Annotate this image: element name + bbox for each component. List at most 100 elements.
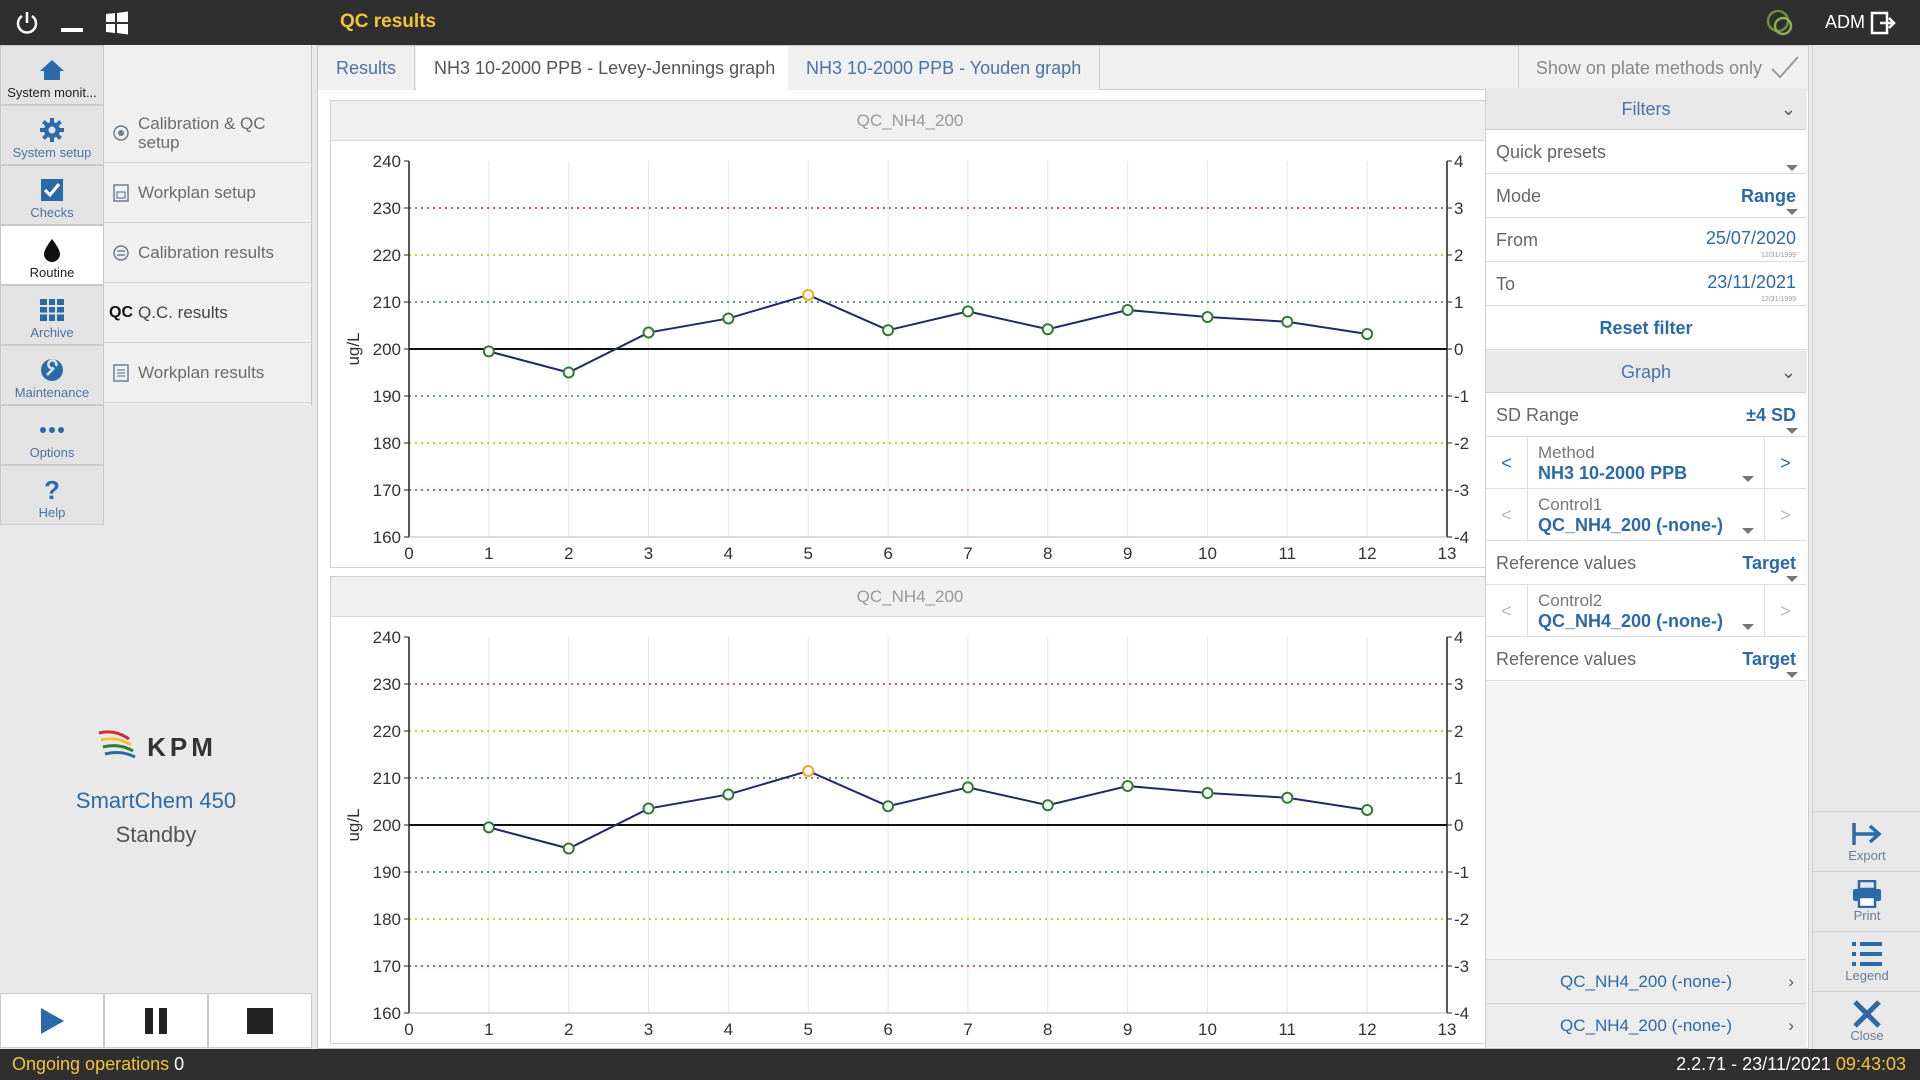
legend-button[interactable]: Legend xyxy=(1813,931,1920,991)
power-icon[interactable] xyxy=(12,8,42,38)
x-tick-label: 11 xyxy=(1278,1020,1296,1039)
date-format-hint: 12/31/1999 xyxy=(1760,252,1796,259)
x-tick-label: 12 xyxy=(1358,544,1377,563)
reference-values-2-select[interactable]: Reference values Target xyxy=(1486,637,1806,681)
filters-header[interactable]: Filters ⌄ xyxy=(1486,88,1806,130)
x-tick-label: 5 xyxy=(803,544,812,563)
sd-range-select[interactable]: SD Range ±4 SD xyxy=(1486,393,1806,437)
windows-icon[interactable] xyxy=(102,8,132,38)
nav-maintenance[interactable]: Maintenance xyxy=(0,345,104,405)
subnav-workplan-results[interactable]: Workplan results xyxy=(104,343,312,403)
sd-tick-label: 1 xyxy=(1454,293,1463,312)
y-tick-label: 180 xyxy=(373,434,401,453)
x-tick-label: 8 xyxy=(1043,544,1052,563)
sd-tick-label: 0 xyxy=(1454,340,1463,359)
chart-plot: 160170180190200210220230240-4-3-2-101234… xyxy=(344,152,1469,563)
legend-row[interactable]: QC_NH4_200 (-none-) › xyxy=(1486,1003,1806,1047)
from-date-field[interactable]: From 25/07/2020 12/31/1999 xyxy=(1486,218,1806,262)
graph-header[interactable]: Graph ⌄ xyxy=(1486,351,1806,393)
sub-navigation: Calibration & QC setup Workplan setup Ca… xyxy=(104,45,312,405)
export-button[interactable]: Export xyxy=(1813,811,1920,871)
data-point xyxy=(1281,791,1294,804)
sd-tick-label: -4 xyxy=(1454,1004,1469,1023)
subnav-calibration-qc-setup[interactable]: Calibration & QC setup xyxy=(104,103,312,163)
x-tick-label: 3 xyxy=(644,1020,653,1039)
y-tick-label: 170 xyxy=(373,481,401,500)
method-prev-button[interactable]: < xyxy=(1486,437,1528,489)
x-tick-label: 9 xyxy=(1123,1020,1132,1039)
control1-value[interactable]: QC_NH4_200 (-none-) xyxy=(1538,515,1724,535)
play-icon xyxy=(41,1007,64,1034)
control2-prev-button[interactable]: < xyxy=(1486,585,1528,637)
instrument-status: KPM SmartChem 450 Standby xyxy=(0,725,312,848)
close-button[interactable]: Close xyxy=(1813,991,1920,1051)
subnav-calibration-results[interactable]: Calibration results xyxy=(104,223,312,283)
dropdown-arrow-icon xyxy=(1786,672,1798,678)
data-point xyxy=(1361,803,1374,816)
subnav-label: Calibration results xyxy=(138,242,275,262)
home-icon xyxy=(39,55,65,85)
y-tick-label: 240 xyxy=(373,628,401,647)
x-tick-label: 10 xyxy=(1198,1020,1217,1039)
ongoing-operations-count: 0 xyxy=(174,1054,185,1074)
reset-filter-button[interactable]: Reset filter xyxy=(1486,306,1806,350)
pause-button[interactable] xyxy=(104,993,208,1048)
nav-routine[interactable]: Routine xyxy=(0,225,104,285)
instrument-name: SmartChem 450 xyxy=(75,788,237,813)
dropdown-arrow-icon xyxy=(1786,576,1798,582)
nav-help[interactable]: ? Help xyxy=(0,465,104,525)
legend-row[interactable]: QC_NH4_200 (-none-) › xyxy=(1486,959,1806,1003)
method-value[interactable]: NH3 10-2000 PPB xyxy=(1538,463,1688,483)
nav-checks[interactable]: Checks xyxy=(0,165,104,225)
minimize-icon[interactable] xyxy=(57,8,87,38)
sd-range-label: SD Range xyxy=(1496,405,1580,425)
nav-archive[interactable]: Archive xyxy=(0,285,104,345)
y-tick-label: 160 xyxy=(373,1004,401,1023)
control2-value[interactable]: QC_NH4_200 (-none-) xyxy=(1538,611,1724,631)
tab-results[interactable]: Results xyxy=(318,46,416,90)
clock-time: 09:43:03 xyxy=(1835,1054,1906,1074)
data-point xyxy=(961,305,974,318)
status-bar: Ongoing operations 0 2.2.71 - 23/11/2021… xyxy=(0,1049,1920,1080)
reference-values-label: Reference values xyxy=(1496,553,1637,573)
mode-select[interactable]: Mode Range xyxy=(1486,174,1806,218)
subnav-qc-results[interactable]: QC Q.C. results xyxy=(104,283,312,343)
play-button[interactable] xyxy=(0,993,104,1048)
data-point xyxy=(1201,787,1214,800)
nav-label: Options xyxy=(29,445,75,460)
control2-next-button[interactable]: > xyxy=(1764,585,1806,637)
logout-icon[interactable] xyxy=(1868,8,1898,38)
method-next-button[interactable]: > xyxy=(1764,437,1806,489)
y-tick-label: 220 xyxy=(373,722,401,741)
reference-values-1-select[interactable]: Reference values Target xyxy=(1486,541,1806,585)
print-icon xyxy=(1853,880,1881,908)
control1-prev-button[interactable]: < xyxy=(1486,489,1528,541)
nav-label: Help xyxy=(38,505,66,520)
data-point xyxy=(1041,799,1054,812)
nav-system-monitor[interactable]: System monit... xyxy=(0,45,104,105)
title-bar: QC results ADM xyxy=(0,0,1920,45)
quick-presets-select[interactable]: Quick presets xyxy=(1486,130,1806,174)
control2-label: Control2 xyxy=(1538,591,1603,610)
subnav-workplan-setup[interactable]: Workplan setup xyxy=(104,163,312,223)
y-tick-label: 170 xyxy=(373,957,401,976)
data-point xyxy=(642,802,655,815)
nav-system-setup[interactable]: System setup xyxy=(0,105,104,165)
show-on-plate-toggle[interactable]: Show on plate methods only xyxy=(1518,46,1808,90)
data-point xyxy=(562,842,575,855)
tab-youden[interactable]: NH3 10-2000 PPB - Youden graph xyxy=(788,46,1101,90)
legend-row-label: QC_NH4_200 (-none-) xyxy=(1560,1016,1732,1035)
dropdown-arrow-icon xyxy=(1786,428,1798,434)
nav-options[interactable]: Options xyxy=(0,405,104,465)
filter-panel: Filters ⌄ Quick presets Mode Range From … xyxy=(1485,88,1807,1048)
stop-button[interactable] xyxy=(208,993,312,1048)
x-tick-label: 3 xyxy=(644,544,653,563)
tab-levey-jennings[interactable]: NH3 10-2000 PPB - Levey-Jennings graph xyxy=(416,46,795,90)
dropdown-arrow-icon xyxy=(1786,209,1798,215)
reference-values-value: Target xyxy=(1742,649,1796,669)
control1-next-button[interactable]: > xyxy=(1764,489,1806,541)
ongoing-operations-label: Ongoing operations xyxy=(12,1054,170,1074)
to-date-field[interactable]: To 23/11/2021 12/31/1999 xyxy=(1486,262,1806,306)
print-button[interactable]: Print xyxy=(1813,871,1920,931)
to-value: 23/11/2021 xyxy=(1707,272,1796,292)
